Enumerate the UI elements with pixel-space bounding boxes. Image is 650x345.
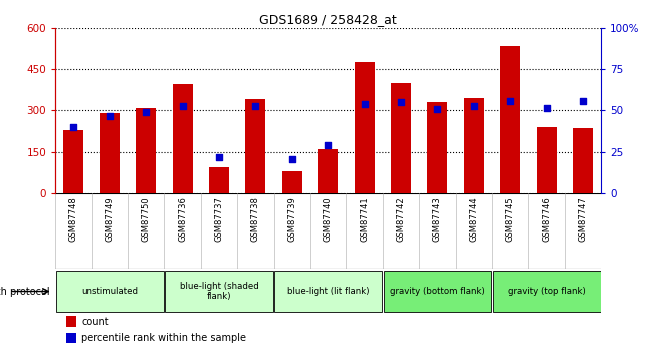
Bar [100,113,120,193]
Bar [246,99,265,193]
Bar [64,130,83,193]
Point [396,99,406,105]
Point [287,156,297,161]
Bar [428,102,447,193]
Point [250,104,261,109]
Text: GSM87748: GSM87748 [69,196,78,242]
Bar [464,98,484,193]
Point [177,104,188,109]
FancyBboxPatch shape [384,271,491,312]
Bar [500,46,520,193]
Text: GSM87750: GSM87750 [142,196,151,242]
Point [141,109,151,115]
Title: GDS1689 / 258428_at: GDS1689 / 258428_at [259,13,397,27]
Bar [173,84,192,193]
Point [68,124,79,130]
Bar [209,167,229,193]
Text: GSM87742: GSM87742 [396,196,406,242]
Point [359,101,370,106]
Text: count: count [81,317,109,327]
Bar [318,149,338,193]
Text: blue-light (lit flank): blue-light (lit flank) [287,287,369,296]
Point [578,98,588,104]
Text: GSM87737: GSM87737 [214,196,224,242]
Text: GSM87744: GSM87744 [469,196,478,242]
Bar [282,171,302,193]
Point [541,105,552,110]
Text: GSM87741: GSM87741 [360,196,369,242]
Text: percentile rank within the sample: percentile rank within the sample [81,333,246,343]
Text: GSM87745: GSM87745 [506,196,515,242]
FancyBboxPatch shape [165,271,273,312]
FancyBboxPatch shape [56,271,164,312]
Text: GSM87740: GSM87740 [324,196,333,242]
Text: GSM87736: GSM87736 [178,196,187,242]
Text: gravity (bottom flank): gravity (bottom flank) [390,287,485,296]
Text: gravity (top flank): gravity (top flank) [508,287,586,296]
Bar [66,316,76,327]
Point [432,106,443,112]
Point [505,98,515,104]
Bar [391,83,411,193]
Bar [573,128,593,193]
Point [323,142,333,148]
Bar [136,108,156,193]
Point [214,155,224,160]
Text: GSM87749: GSM87749 [105,196,114,242]
Bar [66,333,76,344]
Text: blue-light (shaded
flank): blue-light (shaded flank) [179,282,259,301]
Text: GSM87739: GSM87739 [287,196,296,242]
Text: GSM87743: GSM87743 [433,196,442,242]
Point [469,104,479,109]
Text: unstimulated: unstimulated [81,287,138,296]
Point [105,113,115,119]
FancyBboxPatch shape [274,271,382,312]
Bar [355,62,374,193]
Text: GSM87747: GSM87747 [578,196,588,242]
Text: GSM87738: GSM87738 [251,196,260,242]
FancyBboxPatch shape [493,271,601,312]
Bar [537,127,556,193]
Text: GSM87746: GSM87746 [542,196,551,242]
Text: growth protocol: growth protocol [0,287,50,296]
